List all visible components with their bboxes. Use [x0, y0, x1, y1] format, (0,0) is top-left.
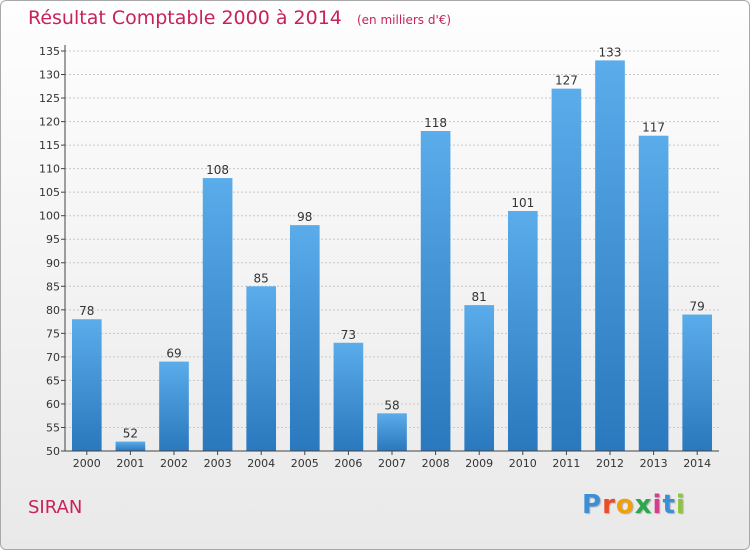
logo-letter: r — [602, 490, 616, 520]
y-tick-label: 115 — [39, 139, 60, 152]
bar — [115, 441, 146, 451]
chart-unit: (en milliers d'€) — [356, 13, 452, 27]
x-tick-label: 2003 — [204, 457, 232, 470]
x-tick-label: 2012 — [596, 457, 624, 470]
bar — [71, 319, 102, 451]
y-tick-label: 60 — [46, 398, 60, 411]
bar — [377, 413, 407, 451]
x-tick-label: 2000 — [73, 457, 101, 470]
x-tick-label: 2002 — [160, 457, 188, 470]
x-tick-label: 2001 — [116, 457, 144, 470]
city-name: SIRAN — [28, 497, 83, 518]
data-label: 69 — [166, 347, 181, 361]
y-tick-label: 70 — [46, 351, 60, 364]
y-tick-label: 80 — [46, 304, 60, 317]
bar — [289, 225, 320, 451]
bar — [507, 211, 538, 451]
data-label: 127 — [555, 74, 578, 88]
bar — [159, 361, 189, 451]
y-tick-label: 100 — [39, 210, 60, 223]
data-label: 108 — [206, 163, 229, 177]
logo-letter: x — [634, 490, 653, 520]
y-tick-label: 105 — [39, 186, 60, 199]
axis-layer: 50 55 60 65 70 75 80 85 90 95 100 105 110 115 120 125 13… — [39, 45, 719, 470]
logo-letter: t — [662, 490, 676, 520]
y-tick-label: 85 — [46, 280, 60, 293]
x-tick-label: 2005 — [291, 457, 319, 470]
x-tick-label: 2011 — [552, 457, 580, 470]
data-label: 101 — [511, 196, 534, 210]
logo-letter: i — [652, 490, 663, 520]
data-label: 79 — [690, 300, 705, 314]
y-tick-label: 65 — [46, 374, 60, 387]
x-tick-label: 2008 — [422, 457, 450, 470]
x-tick-label: 2006 — [334, 457, 362, 470]
y-tick-label: 130 — [39, 69, 60, 82]
data-label: 78 — [79, 304, 94, 318]
data-label: 118 — [424, 116, 447, 130]
bar-layer: 78 52 69 108 85 98 73 58 118 81 101 127 133 117 79 — [71, 45, 713, 452]
logo-letter: P — [582, 490, 603, 520]
y-tick-label: 50 — [46, 445, 60, 458]
data-label: 98 — [297, 210, 312, 224]
bar — [682, 314, 713, 451]
data-label: 85 — [254, 271, 269, 285]
x-tick-label: 2013 — [640, 457, 668, 470]
title-row: Résultat Comptable 2000 à 2014 (en milli… — [28, 7, 451, 29]
x-tick-label: 2004 — [247, 457, 275, 470]
x-tick-label: 2007 — [378, 457, 406, 470]
y-tick-label: 90 — [46, 257, 60, 270]
chart-title: Résultat Comptable 2000 à 2014 — [28, 7, 342, 29]
bar — [638, 135, 669, 452]
data-label: 133 — [599, 45, 622, 59]
x-tick-label: 2014 — [683, 457, 711, 470]
data-label: 117 — [642, 121, 665, 135]
logo-letter: o — [615, 490, 635, 520]
bar — [202, 178, 233, 451]
bar — [464, 305, 495, 451]
y-tick-label: 95 — [46, 233, 60, 246]
bar — [246, 286, 277, 451]
bar — [551, 88, 582, 451]
x-tick-label: 2009 — [465, 457, 493, 470]
y-tick-label: 135 — [39, 45, 60, 58]
data-label: 73 — [341, 328, 356, 342]
bar — [595, 60, 625, 451]
data-label: 58 — [384, 398, 399, 412]
bar — [420, 131, 451, 451]
bar — [333, 342, 364, 451]
y-tick-label: 55 — [46, 421, 60, 434]
data-label: 52 — [123, 427, 138, 441]
y-tick-label: 120 — [39, 116, 60, 129]
y-tick-label: 110 — [39, 163, 60, 176]
x-tick-label: 2010 — [509, 457, 537, 470]
y-tick-label: 75 — [46, 327, 60, 340]
proxiti-logo: Proxiti — [582, 490, 686, 520]
y-tick-label: 125 — [39, 92, 60, 105]
logo-letter: i — [675, 490, 686, 520]
data-label: 81 — [472, 290, 487, 304]
